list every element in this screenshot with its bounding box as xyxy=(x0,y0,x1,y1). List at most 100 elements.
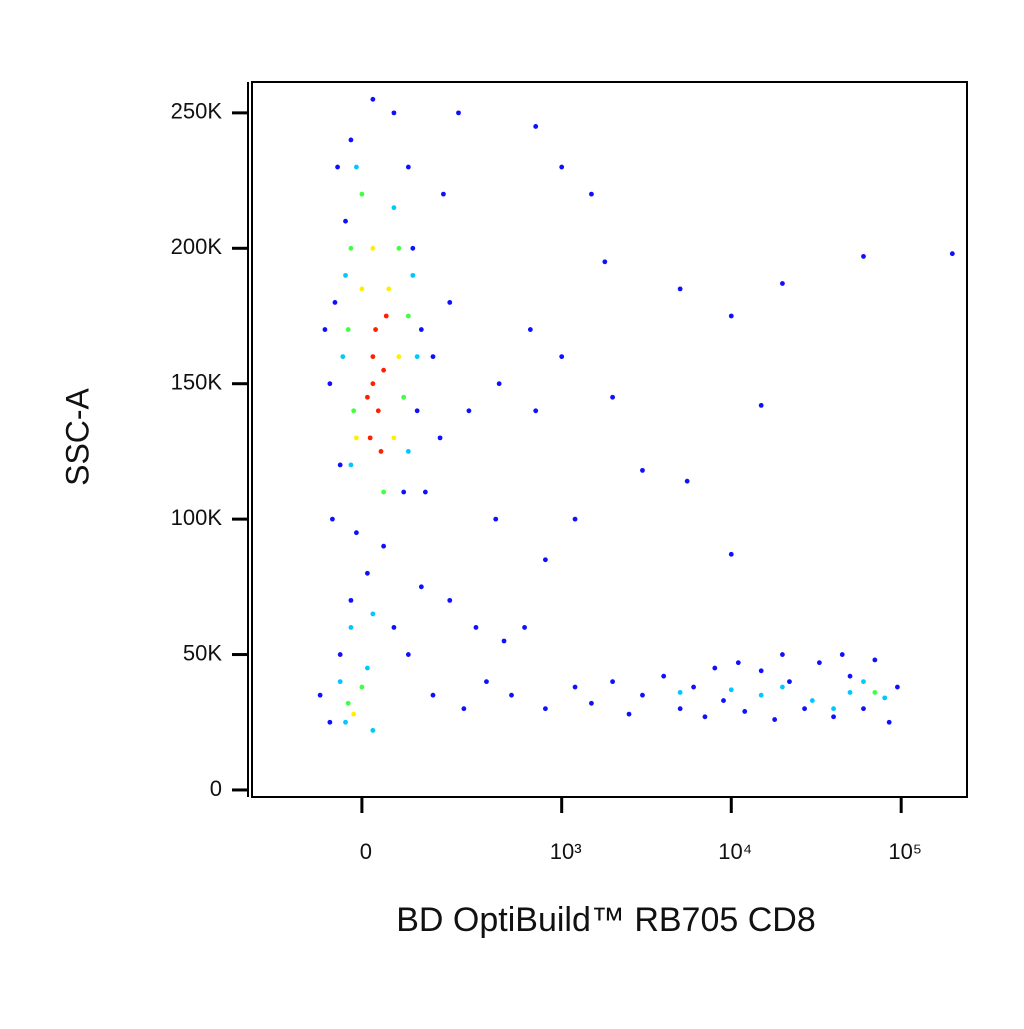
plot-frame xyxy=(251,81,968,798)
event-dot xyxy=(405,164,411,170)
event-dot xyxy=(391,205,397,211)
event-dot xyxy=(602,259,608,265)
event-dot xyxy=(728,551,734,557)
event-dot xyxy=(348,462,354,468)
event-dot xyxy=(684,478,690,484)
event-dot xyxy=(345,700,351,706)
event-dot xyxy=(847,690,853,695)
event-dot xyxy=(422,489,428,495)
event-dot xyxy=(758,402,764,408)
event-dot xyxy=(337,652,343,657)
event-dot xyxy=(589,700,594,706)
event-dot xyxy=(351,408,357,414)
event-dot xyxy=(375,408,381,414)
event-dot xyxy=(359,684,365,690)
event-dot xyxy=(677,706,683,712)
event-dot xyxy=(780,652,785,657)
event-dot xyxy=(712,665,718,671)
event-dot xyxy=(418,327,424,332)
x-tick-label: 10³ xyxy=(550,839,582,864)
event-dot xyxy=(559,354,565,360)
event-dot xyxy=(691,684,696,690)
event-dot xyxy=(391,625,397,630)
event-dot xyxy=(559,164,565,170)
event-dot xyxy=(758,668,764,674)
event-dot xyxy=(437,435,443,441)
event-dot xyxy=(391,110,397,116)
y-tick-label: 200K xyxy=(171,234,223,259)
event-dot xyxy=(780,684,785,690)
event-dot xyxy=(373,327,378,332)
event-dot xyxy=(543,557,548,563)
event-dot xyxy=(780,281,785,286)
event-dot xyxy=(839,652,845,657)
event-dot xyxy=(322,327,328,332)
event-dot xyxy=(610,679,615,685)
event-dot xyxy=(728,687,734,693)
event-dot xyxy=(367,435,373,441)
event-dot xyxy=(340,354,346,360)
event-dot xyxy=(522,625,527,630)
event-dot xyxy=(721,698,726,703)
event-dot xyxy=(461,706,467,712)
event-dot xyxy=(348,597,354,603)
event-dot xyxy=(509,692,514,698)
y-axis-label: SSC-A xyxy=(59,387,95,485)
event-dot xyxy=(496,381,502,387)
event-dot xyxy=(405,449,411,454)
event-dot xyxy=(430,692,436,698)
event-dot xyxy=(677,690,683,695)
event-dot xyxy=(410,245,416,251)
event-dot xyxy=(343,719,348,725)
x-tick-label: 0 xyxy=(360,839,372,864)
event-dot xyxy=(787,679,792,685)
event-dot xyxy=(351,711,357,717)
event-dot xyxy=(365,665,370,671)
event-dot xyxy=(430,354,436,360)
event-dot xyxy=(381,543,387,549)
event-dot xyxy=(401,394,407,400)
event-dot xyxy=(702,714,708,720)
event-dot xyxy=(728,313,734,319)
event-dot xyxy=(381,367,387,373)
event-dot xyxy=(410,272,416,278)
event-dot xyxy=(640,692,645,698)
y-tick-label: 150K xyxy=(171,370,223,395)
event-dot xyxy=(484,679,489,685)
event-dot xyxy=(396,354,402,360)
event-dot xyxy=(572,684,578,690)
event-dot xyxy=(447,300,453,305)
event-dot xyxy=(626,711,632,717)
event-dot xyxy=(809,698,815,703)
x-axis-label: BD OptiBuild™ RB705 CD8 xyxy=(396,901,816,939)
event-dot xyxy=(370,611,376,617)
event-dot xyxy=(543,706,548,712)
event-dot xyxy=(872,657,878,663)
event-dot xyxy=(401,489,407,495)
event-dot xyxy=(335,164,340,170)
event-dot xyxy=(533,124,539,129)
event-dot xyxy=(831,706,836,712)
event-dot xyxy=(473,625,479,630)
event-dot xyxy=(370,354,376,360)
event-dot xyxy=(345,327,351,332)
event-dot xyxy=(831,714,836,720)
event-dot xyxy=(418,584,424,590)
y-tick-label: 100K xyxy=(171,505,223,530)
event-dot xyxy=(872,690,878,695)
event-dot xyxy=(370,727,376,733)
event-dot xyxy=(337,462,343,468)
event-dot xyxy=(359,286,365,292)
event-dot xyxy=(456,110,461,116)
event-dot xyxy=(370,381,376,387)
event-dot xyxy=(359,191,365,197)
event-dot xyxy=(861,706,866,712)
event-dot xyxy=(332,300,338,305)
event-dot xyxy=(381,489,387,495)
event-dot xyxy=(802,706,807,712)
event-dot xyxy=(396,245,402,251)
event-dot xyxy=(758,692,764,698)
event-dot xyxy=(337,679,343,685)
